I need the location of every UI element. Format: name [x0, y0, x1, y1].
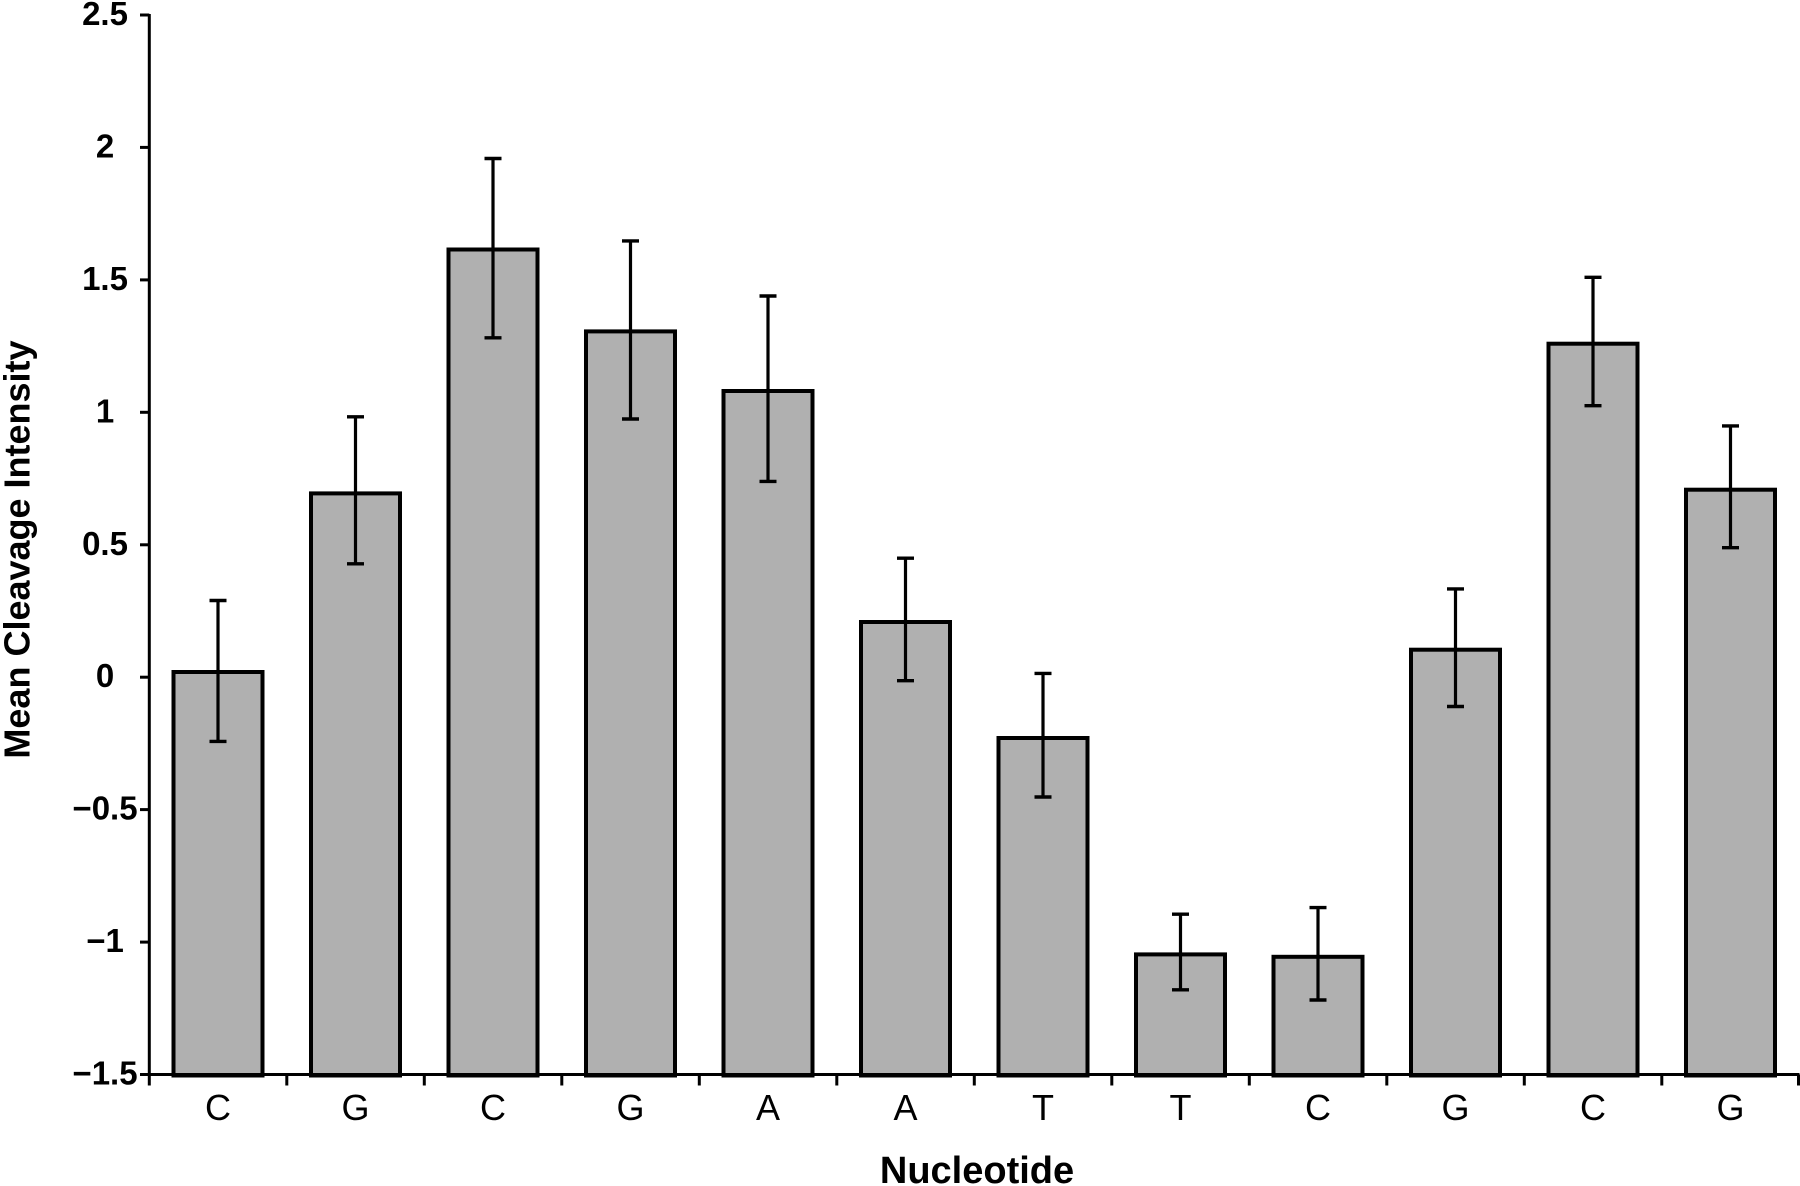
svg-text:−1.5: −1.5 — [72, 1055, 137, 1092]
svg-text:0: 0 — [96, 657, 114, 694]
svg-text:−0.5: −0.5 — [72, 790, 137, 827]
svg-text:G: G — [1716, 1087, 1744, 1128]
svg-text:Mean Cleavage Intensity: Mean Cleavage Intensity — [0, 340, 38, 758]
svg-text:1: 1 — [96, 392, 114, 429]
svg-text:C: C — [205, 1087, 231, 1128]
svg-text:T: T — [1170, 1087, 1192, 1128]
svg-text:1.5: 1.5 — [82, 260, 128, 297]
svg-text:0.5: 0.5 — [82, 525, 128, 562]
svg-text:2: 2 — [96, 127, 114, 164]
svg-text:A: A — [893, 1087, 917, 1128]
svg-text:T: T — [1032, 1087, 1054, 1128]
svg-text:2.5: 2.5 — [82, 0, 128, 32]
svg-text:G: G — [341, 1087, 369, 1128]
svg-text:C: C — [480, 1087, 506, 1128]
svg-text:G: G — [616, 1087, 644, 1128]
svg-text:C: C — [1580, 1087, 1606, 1128]
svg-text:A: A — [756, 1087, 780, 1128]
svg-text:C: C — [1305, 1087, 1331, 1128]
svg-text:−1: −1 — [86, 922, 124, 959]
svg-text:G: G — [1441, 1087, 1469, 1128]
svg-text:Nucleotide: Nucleotide — [880, 1150, 1074, 1186]
